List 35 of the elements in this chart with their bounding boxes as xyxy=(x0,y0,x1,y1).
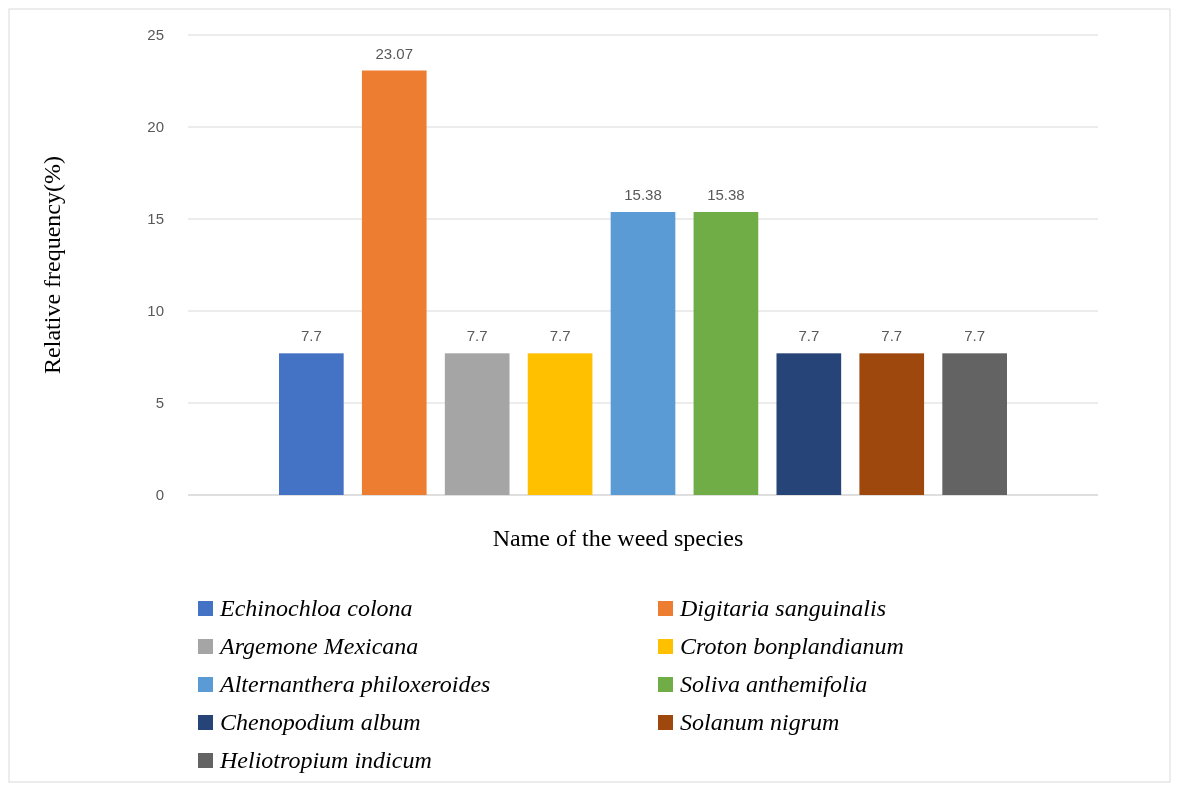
y-tick-label: 5 xyxy=(155,394,164,412)
x-axis-title: Name of the weed species xyxy=(492,525,744,551)
legend-label: Soliva anthemifolia xyxy=(680,671,868,698)
y-axis-title: Relative frequency(%) xyxy=(39,156,65,374)
bar xyxy=(279,353,344,495)
data-label: 7.7 xyxy=(549,327,571,345)
y-tick-label: 20 xyxy=(147,118,164,136)
bar xyxy=(693,212,759,495)
bar xyxy=(610,212,676,495)
legend-label: Heliotropium indicum xyxy=(219,747,432,774)
legend-label: Digitaria sanguinalis xyxy=(679,595,887,622)
y-tick-label: 25 xyxy=(147,26,164,44)
legend-label: Echinochloa colona xyxy=(219,595,413,622)
data-label: 7.7 xyxy=(300,327,322,345)
legend-label: Argemone Mexicana xyxy=(218,633,419,660)
legend-label: Solanum nigrum xyxy=(680,709,840,736)
y-tick-label: 15 xyxy=(147,210,164,228)
y-tick-label: 10 xyxy=(147,302,164,320)
bar xyxy=(859,353,925,495)
y-tick-label: 0 xyxy=(155,486,164,504)
bar xyxy=(776,353,842,495)
legend-label: Croton bonplandianum xyxy=(680,633,904,660)
data-label: 15.38 xyxy=(707,186,745,204)
legend-label: Alternanthera philoxeroides xyxy=(218,671,491,698)
legend-label: Chenopodium album xyxy=(220,709,421,736)
data-label: 7.7 xyxy=(798,327,820,345)
data-label: 23.07 xyxy=(375,44,414,62)
data-label: 7.7 xyxy=(466,327,488,345)
data-label: 15.38 xyxy=(624,186,662,204)
bar xyxy=(942,353,1007,495)
bar xyxy=(444,353,510,495)
bar xyxy=(361,70,427,495)
data-label: 7.7 xyxy=(881,327,903,345)
data-label: 7.7 xyxy=(964,327,986,345)
bar xyxy=(527,353,593,495)
